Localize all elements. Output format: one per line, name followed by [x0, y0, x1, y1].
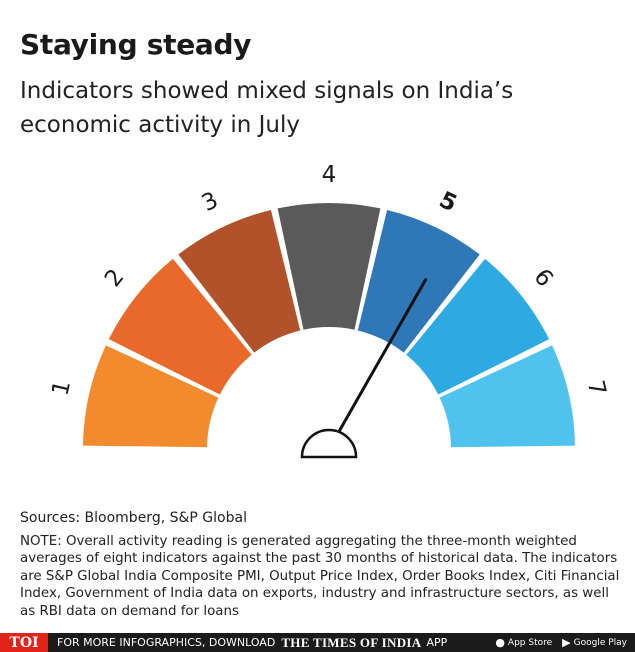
- gauge-label-6: 6: [528, 264, 557, 292]
- gauge-segment-7: [439, 345, 575, 448]
- gauge-segment-2: [108, 258, 252, 395]
- footer-banner: TOI FOR MORE INFOGRAPHICS, DOWNLOAD THE …: [0, 633, 635, 652]
- gauge-hub: [300, 428, 358, 459]
- promo-text: FOR MORE INFOGRAPHICS, DOWNLOAD: [57, 636, 276, 649]
- gauge-needle: [336, 278, 428, 435]
- gauge-segment-4: [277, 202, 381, 330]
- gauge-label-7: 7: [582, 378, 611, 398]
- chart-title: Staying steady: [20, 28, 252, 61]
- play-icon: ▶: [562, 636, 571, 649]
- app-store-badge[interactable]: ● App Store: [495, 636, 552, 649]
- gauge-label-5: 5: [435, 187, 461, 217]
- apple-icon: ●: [495, 636, 505, 649]
- toi-logo: TOI: [0, 633, 48, 652]
- gauge-chart: 1 2 3 4 5 6 7: [48, 162, 611, 459]
- gauge-segment-6: [406, 258, 550, 395]
- gauge-segment-3: [178, 209, 301, 353]
- app-word: APP: [426, 636, 448, 649]
- sources-text: Sources: Bloomberg, S&P Global: [20, 510, 247, 526]
- note-text: NOTE: Overall activity reading is genera…: [20, 534, 620, 619]
- app-store-label: App Store: [507, 637, 553, 648]
- gauge-segment-5: [357, 209, 480, 353]
- chart-subtitle: Indicators showed mixed signals on India…: [20, 78, 514, 138]
- gauge-label-4: 4: [322, 162, 337, 188]
- google-play-label: Google Play: [573, 637, 627, 648]
- gauge-segment-1: [83, 345, 219, 448]
- google-play-badge[interactable]: ▶ Google Play: [562, 636, 627, 649]
- brand-name: THE TIMES OF INDIA: [281, 634, 422, 650]
- gauge-label-3: 3: [198, 187, 222, 217]
- gauge-label-1: 1: [48, 378, 77, 398]
- gauge-label-2: 2: [100, 264, 129, 292]
